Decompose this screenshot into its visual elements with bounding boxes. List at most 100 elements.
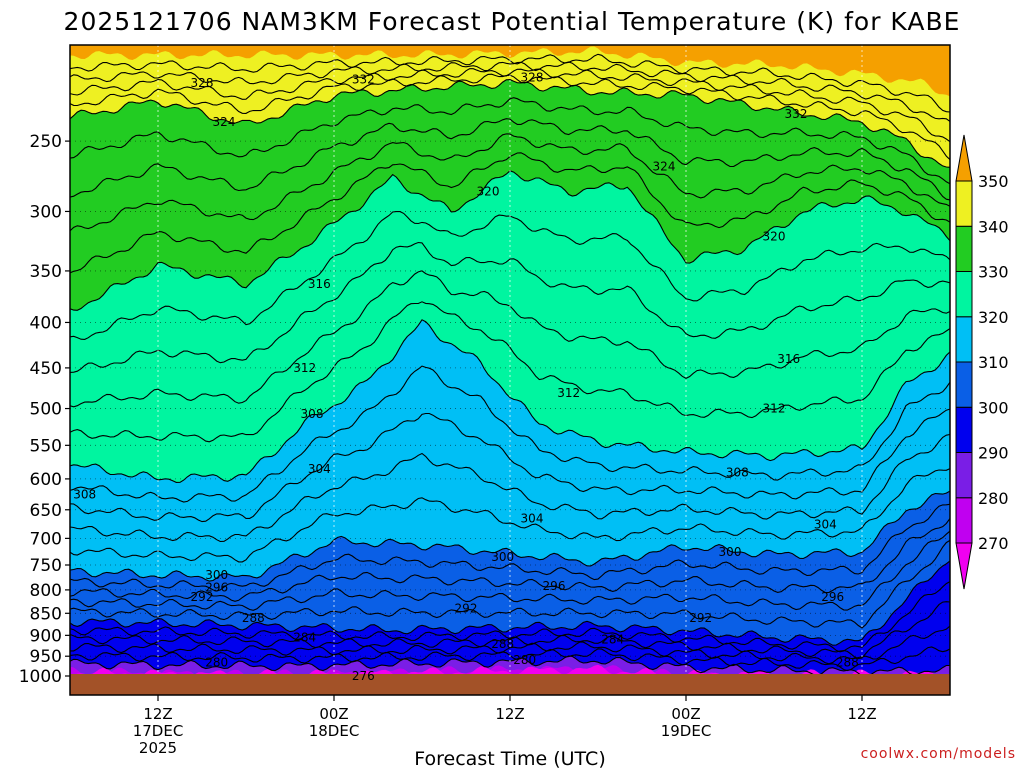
isentrope-lines (70, 53, 950, 678)
isentrope-label: 288 (242, 611, 265, 625)
isentrope-label: 328 (191, 76, 214, 90)
isentrope-label: 312 (293, 361, 316, 375)
colorbar-tick-label: 290 (978, 444, 1009, 463)
isentrope-line (70, 433, 950, 543)
x-tick-label: 19DEC (661, 722, 712, 740)
isentrope-label: 312 (557, 386, 580, 400)
isentrope-label: 332 (352, 72, 375, 86)
y-tick-label: 500 (30, 400, 62, 420)
isentrope-line (70, 539, 950, 629)
isentrope-label: 280 (205, 655, 228, 669)
isentrope-line (70, 518, 950, 602)
isentrope-label: 280 (513, 653, 536, 667)
isentrope-label: 308 (301, 407, 324, 421)
colorbar-segment (955, 225, 973, 272)
colorbar-tick-label: 320 (978, 308, 1009, 327)
isentrope-label: 316 (777, 352, 800, 366)
colorbar-segment (955, 180, 973, 227)
isentrope-label: 284 (601, 633, 624, 647)
x-tick-label: 12Z (495, 705, 524, 723)
isentrope-label: 300 (205, 568, 228, 582)
isentrope-line (70, 319, 950, 483)
isentrope-label: 304 (308, 462, 331, 476)
isentrope-line (70, 530, 950, 611)
isentrope-label: 332 (785, 107, 808, 121)
isentrope-line (70, 503, 950, 592)
y-tick-label: 950 (30, 647, 62, 667)
isentrope-label: 308 (73, 488, 96, 502)
isentrope-label: 308 (726, 465, 749, 479)
isentrope-labels: 328 332 328 324 332 324 320 320 316 316 312 312 312 3… (73, 70, 859, 683)
isentrope-line (70, 68, 950, 143)
isentrope-label: 320 (477, 185, 500, 199)
grid-lines (70, 45, 950, 695)
x-tick-label: 00Z (671, 705, 700, 723)
y-tick-label: 550 (30, 436, 62, 456)
y-tick-label: 750 (30, 556, 62, 576)
isentrope-label: 304 (814, 517, 837, 531)
colorbar-segment (955, 452, 973, 499)
colorbar-tick-label: 350 (978, 172, 1009, 191)
isentrope-label: 284 (293, 630, 316, 644)
isentrope-label: 328 (521, 70, 544, 84)
isentrope-label: 312 (763, 402, 786, 416)
isentrope-line (70, 97, 950, 185)
chart-title: 2025121706 NAM3KM Forecast Potential Tem… (64, 7, 961, 36)
isentrope-label: 300 (491, 550, 514, 564)
isentrope-label: 276 (352, 669, 375, 683)
colorbar-extend-top (955, 134, 973, 182)
y-tick-label: 700 (30, 529, 62, 549)
isentrope-label: 296 (543, 579, 566, 593)
x-axis-label: Forecast Time (UTC) (414, 748, 605, 768)
colorbar-tick-label: 270 (978, 534, 1009, 553)
colorbar-tick-label: 300 (978, 398, 1009, 417)
x-tick-label: 2025 (139, 739, 177, 757)
isentrope-line (70, 581, 950, 653)
isentrope-label: 324 (213, 115, 236, 129)
colorbar-segment (955, 361, 973, 408)
isentrope-label: 324 (653, 159, 676, 173)
credit-text: coolwx.com/models (861, 746, 1016, 762)
isentrope-label: 288 (836, 655, 859, 669)
colorbar-tick-label: 280 (978, 489, 1009, 508)
isentrope-line (70, 468, 950, 563)
y-axis: 2503003504004505005506006507007508008509… (19, 132, 70, 687)
colorbar-segment (955, 271, 973, 318)
y-tick-label: 1000 (19, 667, 62, 687)
isentrope-line (70, 133, 950, 232)
isentrope-line (70, 560, 950, 646)
colorbar: 270 280 290 300 310 320 330 340 350 (955, 134, 1009, 590)
isentrope-label: 292 (191, 590, 214, 604)
y-tick-label: 600 (30, 470, 62, 490)
y-tick-label: 450 (30, 359, 62, 379)
y-tick-label: 800 (30, 581, 62, 601)
y-tick-label: 350 (30, 262, 62, 282)
x-tick-label: 12Z (847, 705, 876, 723)
ground-surface (70, 674, 950, 695)
isentrope-line (70, 301, 950, 443)
y-tick-label: 400 (30, 313, 62, 333)
isentrope-line (70, 241, 950, 373)
colorbar-segment (955, 497, 973, 544)
isentrope-label: 292 (455, 602, 478, 616)
isentrope-label: 288 (491, 637, 514, 651)
y-tick-label: 900 (30, 626, 62, 646)
isentrope-label: 296 (821, 590, 844, 604)
isentrope-line (70, 408, 950, 523)
isentrope-line (70, 625, 950, 665)
isentrope-line (70, 365, 950, 503)
x-tick-label: 00Z (319, 705, 348, 723)
isentrope-label: 300 (719, 545, 742, 559)
isentrope-label: 316 (308, 277, 331, 291)
isentrope-line (70, 79, 950, 168)
isentrope-label: 304 (521, 512, 544, 526)
isentrope-line (70, 118, 950, 201)
isentrope-line (70, 61, 950, 122)
plot-area: 328 332 328 324 332 324 320 320 316 316 312 312 312 3… (70, 45, 950, 695)
colorbar-extend-bottom (955, 542, 973, 590)
colorbar-tick-label: 340 (978, 217, 1009, 236)
y-tick-label: 650 (30, 501, 62, 521)
isentrope-label: 296 (205, 580, 228, 594)
